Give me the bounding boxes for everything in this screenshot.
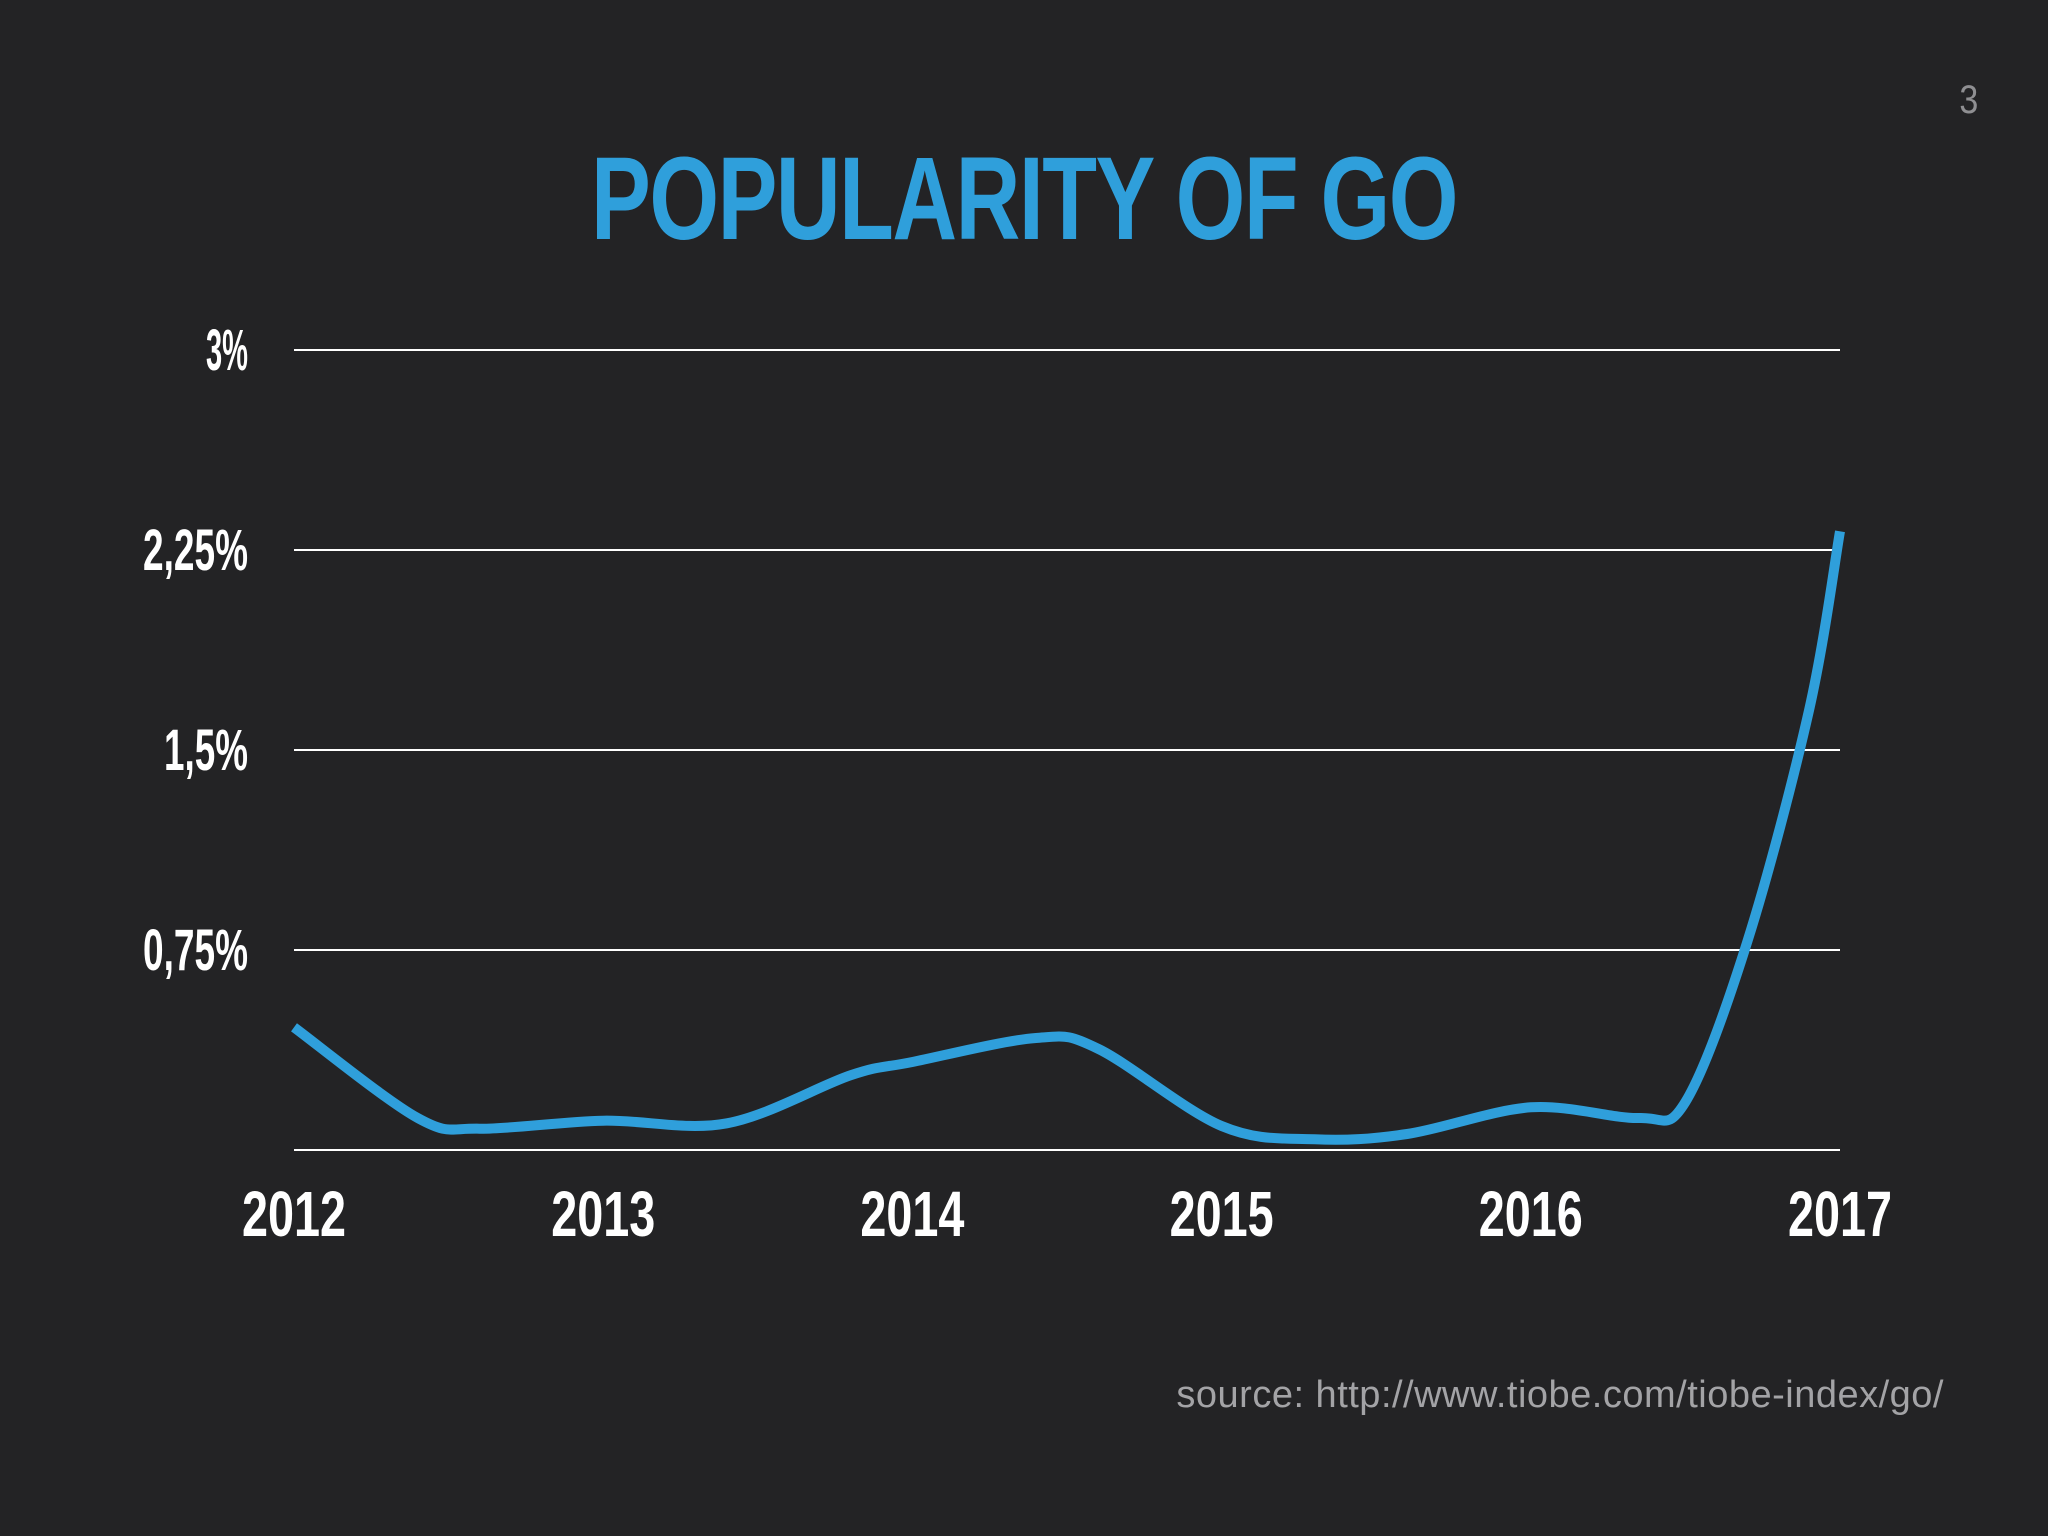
y-tick-label: 3% [206,318,248,383]
grid-lines [294,349,1840,1151]
series-line [291,530,1845,1145]
x-tick-label: 2014 [860,1178,964,1250]
series-layer [291,530,1845,1145]
x-tick-label: 2017 [1788,1178,1892,1250]
x-tick-label: 2015 [1170,1178,1274,1250]
chart-title: POPULARITY OF GO [591,133,1458,265]
y-axis-tick-labels: 3% 2,25% 1,5% 0,75% [143,318,248,983]
y-tick-label: 0,75% [143,918,248,983]
x-axis-tick-labels: 2012 2013 2014 2015 2016 2017 [242,1178,1892,1250]
y-tick-label: 1,5% [164,718,248,783]
x-tick-label: 2013 [551,1178,655,1250]
slide-number: 3 [1959,78,1978,122]
x-tick-label: 2012 [242,1178,346,1250]
x-tick-label: 2016 [1479,1178,1583,1250]
source-note: source: http://www.tiobe.com/tiobe-index… [1176,1374,1944,1416]
y-tick-label: 2,25% [143,518,248,583]
